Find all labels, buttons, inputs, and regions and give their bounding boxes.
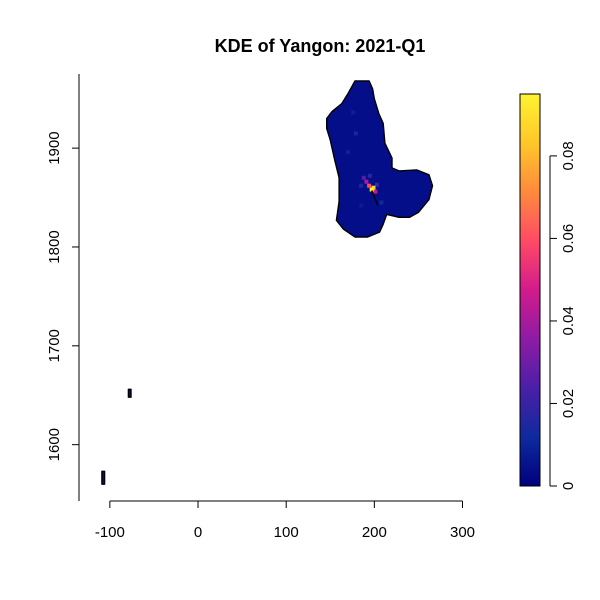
density-cell bbox=[345, 150, 350, 155]
y-tick-label: 1700 bbox=[46, 329, 63, 362]
colorbar-tick-label: 0.04 bbox=[560, 306, 577, 335]
x-tick-label: 0 bbox=[194, 524, 202, 541]
region-main-area bbox=[326, 80, 434, 238]
density-cell bbox=[375, 182, 379, 187]
y-axis: 1600 1700 1800 1900 bbox=[46, 74, 80, 501]
river-channel bbox=[371, 190, 379, 206]
density-cell bbox=[367, 183, 372, 188]
density-hotspots bbox=[345, 110, 384, 208]
y-tick-label: 1600 bbox=[46, 428, 63, 461]
density-cell bbox=[369, 187, 374, 192]
density-cell bbox=[351, 110, 356, 115]
density-cell bbox=[379, 200, 384, 205]
plot-area bbox=[101, 80, 434, 485]
y-tick-label: 1800 bbox=[46, 230, 63, 263]
x-tick-label: 100 bbox=[274, 524, 299, 541]
chart-title: KDE of Yangon: 2021-Q1 bbox=[215, 36, 426, 56]
region-island-west bbox=[127, 388, 132, 398]
colorbar-legend: 0 0.02 0.04 0.06 0.08 bbox=[519, 93, 577, 490]
x-axis: -100 0 100 200 300 bbox=[95, 500, 475, 541]
colorbar-tick-label: 0.08 bbox=[560, 141, 577, 170]
density-regions bbox=[101, 80, 434, 485]
density-cell bbox=[359, 183, 364, 188]
x-tick-label: 300 bbox=[450, 524, 475, 541]
colorbar-tick-label: 0.06 bbox=[560, 224, 577, 253]
density-cell bbox=[359, 203, 364, 208]
density-cell bbox=[367, 173, 372, 178]
density-cell bbox=[353, 131, 358, 136]
colorbar-gradient bbox=[519, 93, 541, 487]
y-tick-label: 1900 bbox=[46, 131, 63, 164]
density-cell bbox=[364, 179, 369, 184]
colorbar-tick-label: 0.02 bbox=[560, 389, 577, 418]
colorbar-axis: 0 0.02 0.04 0.06 0.08 bbox=[549, 141, 577, 490]
density-cell bbox=[361, 175, 366, 180]
density-cell bbox=[373, 189, 378, 194]
colorbar-tick-label: 0 bbox=[560, 482, 577, 490]
x-tick-label: 200 bbox=[362, 524, 387, 541]
region-island-southwest bbox=[101, 470, 106, 485]
x-tick-label: -100 bbox=[95, 524, 125, 541]
